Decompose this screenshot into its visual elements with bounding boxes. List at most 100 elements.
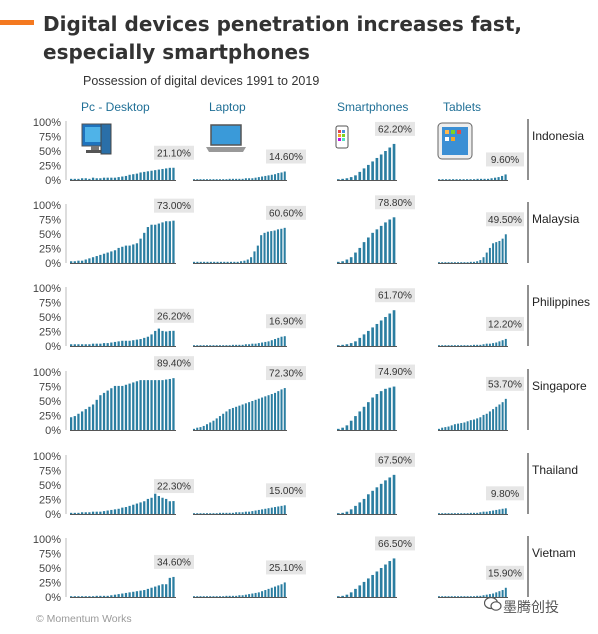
bar (274, 174, 277, 180)
bar (479, 595, 482, 597)
bar (95, 399, 98, 430)
bar (354, 416, 357, 430)
bar (241, 404, 244, 430)
bar (270, 394, 273, 430)
bar (235, 512, 238, 514)
bar (337, 345, 340, 346)
bar (371, 397, 374, 430)
bar (283, 227, 286, 263)
bar (106, 177, 109, 180)
bar (110, 177, 113, 180)
bar (143, 380, 146, 430)
bar (77, 596, 80, 597)
bar (392, 217, 396, 263)
bar (349, 592, 353, 597)
panel-thailand: 100% 75% 50% 25% 0% Thailand 22.30% 15.00% 67.50… (33, 451, 578, 521)
bar (95, 178, 98, 180)
bar (354, 252, 357, 263)
y-tick-label: 25% (39, 244, 61, 256)
data-label: 15.90% (488, 568, 522, 579)
bar (121, 176, 124, 180)
title-accent-bar (0, 20, 34, 25)
bar (199, 261, 202, 263)
bar (345, 594, 349, 597)
bar (354, 588, 357, 597)
bar (495, 592, 498, 597)
bar (225, 345, 228, 346)
bar (202, 425, 205, 430)
bar (113, 250, 117, 263)
bar (205, 513, 208, 514)
bar (375, 157, 379, 180)
bar (358, 502, 362, 514)
bar (384, 222, 387, 263)
bar (218, 512, 221, 514)
data-label: 9.60% (491, 155, 519, 166)
bar (161, 168, 164, 180)
bar (121, 385, 124, 430)
bar (248, 511, 251, 514)
value-label-box (486, 486, 524, 501)
bar (362, 581, 366, 597)
data-label: 66.50% (378, 539, 412, 550)
data-label: 9.80% (491, 489, 519, 500)
column-header-laptop: Laptop (209, 100, 246, 114)
bar (453, 424, 456, 430)
bar (263, 232, 266, 263)
bar (358, 247, 362, 263)
data-label: 26.20% (157, 311, 191, 322)
watermark: 墨腾创投 (503, 600, 559, 616)
bar (88, 512, 91, 514)
bar (161, 584, 164, 597)
bar (492, 510, 495, 514)
bar (229, 261, 233, 263)
bar (438, 179, 441, 180)
bar (106, 343, 109, 346)
bar (205, 596, 208, 597)
bar (441, 345, 444, 346)
bar (73, 596, 76, 597)
bar (222, 596, 225, 597)
page-title: Digital devices penetration increases fa… (43, 12, 522, 64)
bar (501, 508, 504, 514)
bar (501, 402, 504, 430)
bar (157, 585, 160, 597)
bar (462, 179, 465, 180)
bar (84, 409, 87, 430)
bar (132, 591, 135, 597)
bar (165, 168, 168, 180)
data-label: 21.10% (157, 148, 191, 159)
bar (358, 585, 362, 597)
bar (473, 596, 475, 597)
panel-indonesia: 100% 75% 50% 25% 0% Indonesia 21.10% 14.60% 62.2… (33, 117, 585, 187)
bar (225, 595, 228, 597)
bar (487, 178, 490, 180)
bar (488, 411, 491, 430)
bar (244, 178, 247, 180)
y-tick-label: 50% (39, 480, 61, 492)
bar (146, 380, 150, 430)
bar (277, 585, 280, 597)
bar (460, 262, 463, 263)
bar (212, 513, 215, 514)
bar (203, 261, 206, 263)
bar (73, 261, 76, 263)
bar (218, 179, 221, 180)
bar (362, 406, 366, 430)
bar (280, 172, 283, 180)
bar (270, 231, 273, 263)
bar (161, 222, 164, 263)
bar (70, 261, 73, 263)
bar (172, 167, 175, 180)
bar (274, 586, 277, 597)
bar (453, 513, 456, 514)
bar (241, 595, 244, 597)
y-tick-label: 100% (33, 451, 61, 463)
bar (485, 594, 488, 597)
bar (441, 427, 444, 430)
bar (139, 339, 142, 346)
bar (501, 590, 504, 597)
y-tick-label: 75% (39, 132, 61, 144)
bar (270, 340, 273, 346)
